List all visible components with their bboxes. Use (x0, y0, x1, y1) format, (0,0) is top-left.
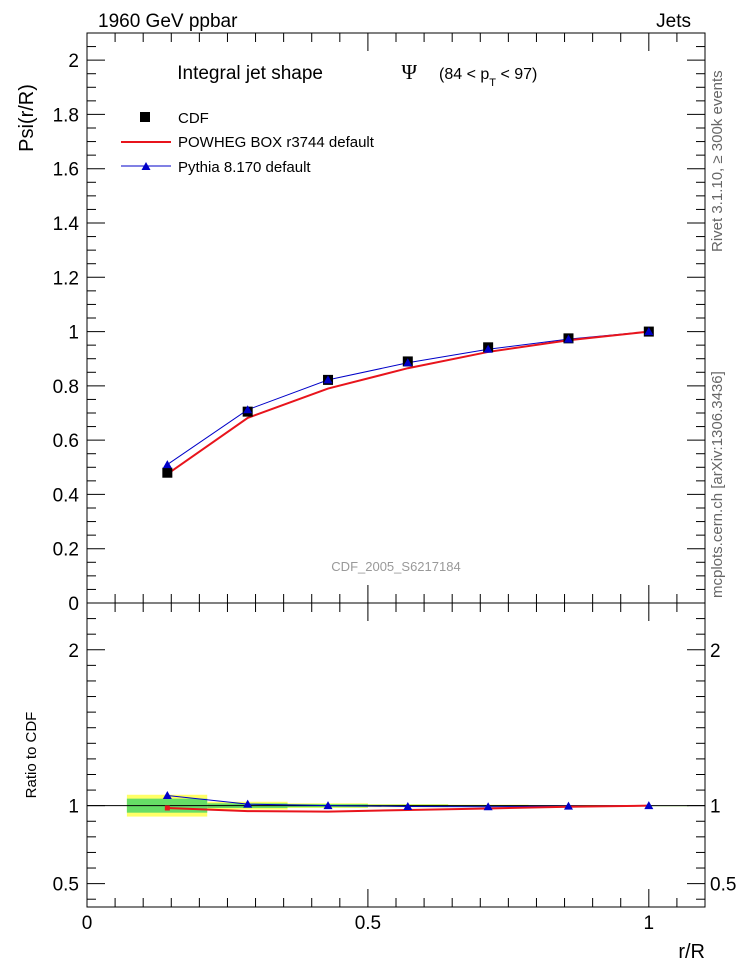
chart-title-range-sub: T (489, 77, 496, 89)
pythia-ratio-point (162, 791, 172, 800)
main-y-tick-label: 1.4 (53, 214, 80, 235)
main-y-tick-label: 0.4 (53, 485, 80, 506)
ratio-y-tick-label-right: 2 (710, 641, 721, 662)
ratio-series (162, 791, 654, 813)
main-y-tick-label: 1.2 (53, 268, 79, 289)
x-axis-label: r/R (678, 941, 705, 963)
pythia-data-point (162, 460, 172, 469)
ratio-y-axis-label: Ratio to CDF (23, 712, 40, 799)
main-y-tick-label: 0.6 (53, 431, 79, 452)
analysis-watermark: CDF_2005_S6217184 (331, 559, 460, 574)
mcplots-credit-label: mcplots.cern.ch [arXiv:1306.3436] (709, 371, 726, 598)
x-tick-label: 1 (644, 913, 655, 934)
main-y-tick-label: 0.8 (53, 377, 79, 398)
ratio-plot-panel: 0.5 0.51 12 2 0 0.5 1 Ratio to CDF r/R (23, 602, 737, 963)
ratio-y-tick-label-right: 0.5 (710, 875, 736, 896)
main-plot-ticks (86, 33, 706, 907)
main-plot-panel: 0 0.2 0.4 0.6 0.8 1 1.2 1.4 1.6 1.8 2 Integral jet… (16, 32, 706, 907)
pythia-ratio-point (243, 799, 253, 808)
main-y-tick-label: 1 (68, 323, 79, 344)
chart-title-range: (84 < pT < 97) (439, 66, 537, 89)
pythia-data-point (403, 358, 413, 367)
ratio-y-tick-label: 0.5 (53, 875, 79, 896)
main-plot-series (162, 326, 654, 478)
main-y-tick-label: 0 (68, 594, 79, 615)
legend-cdf-label: CDF (178, 110, 209, 127)
pythia-ratio-point (483, 802, 493, 811)
main-plot-y-tick-labels: 0 0.2 0.4 0.6 0.8 1 1.2 1.4 1.6 1.8 2 (53, 51, 80, 615)
pythia-data-point (563, 334, 573, 343)
ratio-plot-frame (86, 602, 706, 908)
cdf-data-point (162, 467, 173, 478)
legend: CDF POWHEG BOX r3744 default Pythia 8.17… (121, 110, 375, 176)
ratio-plot-ticks (87, 618, 705, 900)
ratio-y-tick-label: 1 (68, 797, 79, 818)
pythia-data-point (323, 375, 333, 384)
pythia-line (167, 331, 649, 465)
pythia-data-point (483, 344, 493, 353)
powheg-line (166, 330, 649, 475)
chart-title-range-open: (84 < p (439, 66, 489, 83)
pythia-ratio-point (644, 801, 654, 810)
ratio-y-tick-label-right: 1 (710, 797, 721, 818)
main-y-tick-label: 1.6 (53, 160, 79, 181)
main-y-tick-label: 2 (68, 51, 79, 72)
ratio-y-tick-label: 2 (68, 641, 79, 662)
pythia-ratio-point (563, 801, 573, 810)
x-tick-labels: 0 0.5 1 (82, 913, 654, 934)
chart-title-symbol: Ψ (402, 60, 418, 84)
rivet-version-label: Rivet 3.1.10, ≥ 300k events (709, 70, 726, 252)
header-jets-label: Jets (656, 11, 691, 32)
pythia-data-point (243, 405, 253, 414)
chart-title: Integral jet shape (177, 63, 323, 84)
x-tick-label: 0 (82, 913, 93, 934)
powheg-ratio-point (164, 805, 170, 811)
legend-pythia-marker (141, 162, 151, 170)
pythia-ratio-point (323, 801, 333, 810)
legend-cdf-marker (140, 112, 150, 122)
legend-pythia-label: Pythia 8.170 default (178, 159, 311, 176)
pythia-data-point (644, 327, 654, 336)
ratio-y-tick-labels: 0.5 0.5 1 1 2 2 (53, 641, 737, 896)
header-energy-label: 1960 GeV ppbar (98, 11, 238, 32)
chart-title-range-close: < 97) (496, 66, 537, 83)
main-y-tick-label: 0.2 (53, 540, 79, 561)
main-y-axis-label: Psi(r/R) (16, 84, 38, 152)
pythia-ratio-point (403, 801, 413, 810)
legend-powheg-label: POWHEG BOX r3744 default (178, 134, 375, 151)
main-y-tick-label: 1.8 (53, 105, 79, 126)
x-tick-label: 0.5 (355, 913, 381, 934)
